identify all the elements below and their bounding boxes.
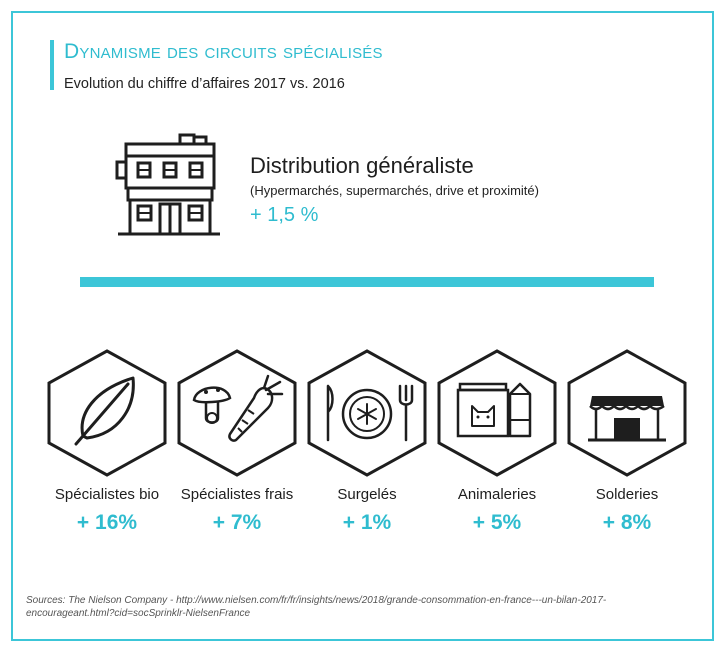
general-distribution-value: + 1,5 %	[250, 204, 319, 226]
frozen-plate-icon	[307, 349, 427, 477]
category-value: + 1%	[342, 511, 392, 534]
building-icon	[115, 133, 220, 236]
category-label: Animaleries	[457, 486, 537, 503]
category-bio: Spécialistes bio + 16%	[42, 348, 172, 535]
category-value: + 5%	[472, 511, 522, 534]
general-distribution-subtitle: (Hypermarchés, supermarchés, drive et pr…	[250, 183, 539, 198]
leaf-icon	[47, 349, 167, 477]
shop-icon	[567, 349, 687, 477]
category-pet-stores: Animaleries + 5%	[432, 348, 562, 535]
category-discount-stores: Solderies + 8%	[562, 348, 692, 535]
category-value: + 8%	[602, 511, 652, 534]
category-value: + 7%	[212, 511, 262, 534]
general-distribution-title: Distribution généraliste	[250, 153, 474, 178]
category-value: + 16%	[76, 511, 138, 534]
page-subtitle: Evolution du chiffre d’affaires 2017 vs.…	[64, 76, 345, 92]
infographic-frame	[11, 11, 714, 641]
category-label: Surgelés	[337, 486, 397, 503]
pet-food-icon	[437, 349, 557, 477]
category-frozen: Surgelés + 1%	[302, 348, 432, 535]
page-title: Dynamisme des circuits spécialisés	[64, 40, 383, 63]
sources-note: Sources: The Nielson Company - http://ww…	[26, 595, 607, 619]
title-accent-bar	[50, 40, 54, 90]
section-divider	[80, 277, 654, 287]
category-fresh: Spécialistes frais + 7%	[172, 348, 302, 535]
category-label: Solderies	[595, 486, 659, 503]
category-label: Spécialistes bio	[54, 486, 160, 503]
category-label: Spécialistes frais	[180, 486, 294, 503]
vegetables-icon	[177, 349, 297, 477]
